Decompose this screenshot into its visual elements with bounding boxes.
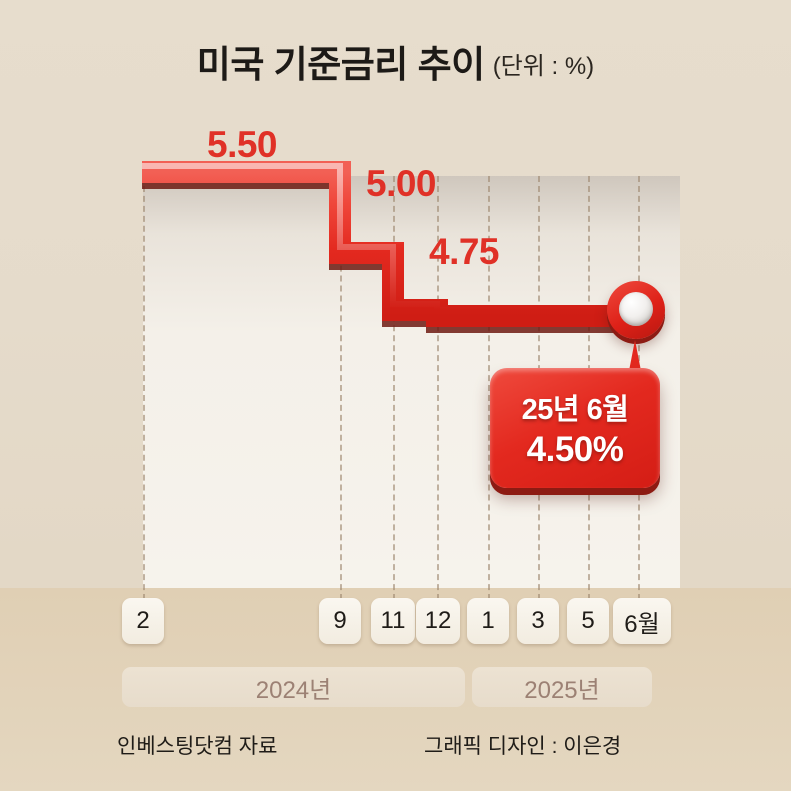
title-main-text: 미국 기준금리 추이 xyxy=(196,44,485,85)
month-pill-11: 11 xyxy=(371,598,415,644)
chart-plot-area-lower xyxy=(143,560,680,588)
month-pill-12: 12 xyxy=(416,598,460,644)
month-pill-3: 3 xyxy=(517,598,559,644)
source-credit: 인베스팅닷컴 자료 xyxy=(117,735,278,758)
value-label-500: 5.00 xyxy=(366,163,437,204)
value-label-475: 4.75 xyxy=(429,231,500,272)
callout-period: 25년 6월 xyxy=(521,394,629,426)
year-bar-2025: 2025년 xyxy=(472,667,652,707)
year-bar-2024: 2024년 xyxy=(122,667,465,707)
value-label-550: 5.50 xyxy=(207,124,278,165)
callout-pointer xyxy=(628,340,642,376)
month-pill-5: 5 xyxy=(567,598,609,644)
month-pill-1: 1 xyxy=(467,598,509,644)
endpoint-marker-center xyxy=(619,292,653,326)
month-pill-2: 2 xyxy=(122,598,164,644)
title-unit-text: (단위 : %) xyxy=(492,53,595,80)
gridline-month-2 xyxy=(143,176,145,610)
callout-latest-rate: 25년 6월 4.50% xyxy=(490,368,660,488)
page-title: 미국 기준금리 추이 (단위 : %) xyxy=(0,34,791,88)
month-pill-9: 9 xyxy=(319,598,361,644)
gridline-month-11 xyxy=(393,176,395,610)
month-pill-6: 6월 xyxy=(613,598,671,644)
gridline-month-9 xyxy=(340,176,342,610)
callout-value: 4.50% xyxy=(526,430,624,469)
gridline-month-1 xyxy=(488,176,490,610)
gridline-month-12 xyxy=(437,176,439,610)
designer-credit: 그래픽 디자인 : 이은경 xyxy=(424,735,622,758)
